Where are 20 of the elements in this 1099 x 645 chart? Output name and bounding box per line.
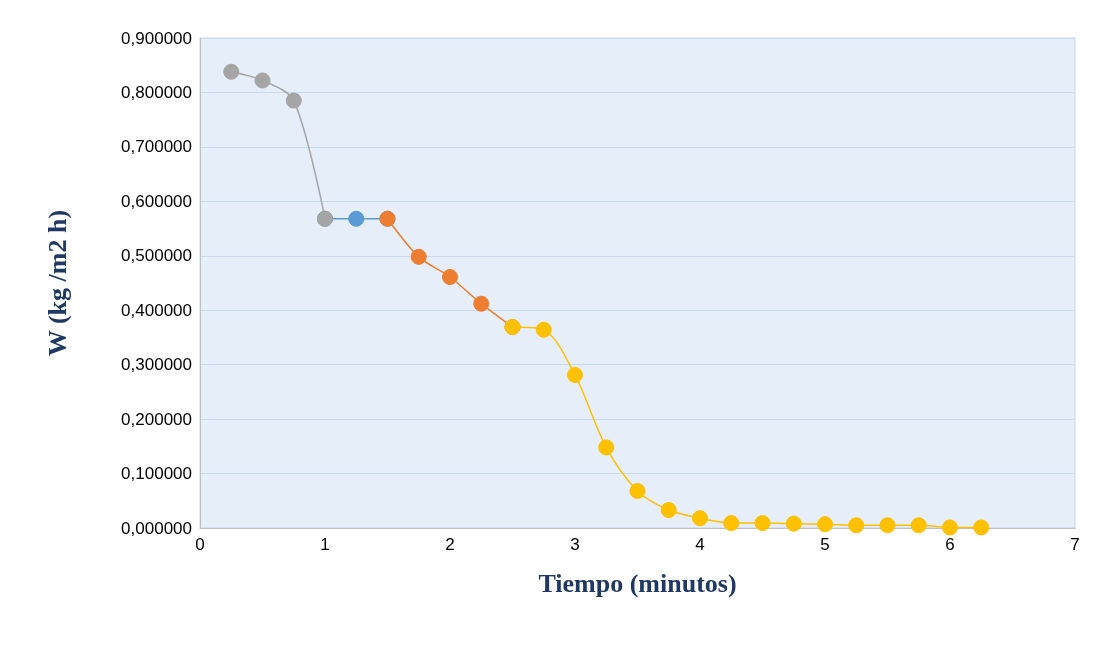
x-axis-title: Tiempo (minutos)	[538, 568, 737, 598]
y-tick-label: 0,900000	[121, 28, 192, 48]
y-tick-label: 0,700000	[121, 137, 192, 157]
y-tick-label: 0,300000	[121, 355, 192, 375]
y-tick-label: 0,200000	[121, 409, 192, 429]
y-tick-label: 0,600000	[121, 191, 192, 211]
y-tick-label: 0,100000	[121, 464, 192, 484]
x-tick-label: 2	[445, 535, 455, 554]
x-tick-label: 5	[820, 535, 830, 554]
x-tick-label: 1	[320, 535, 330, 554]
y-tick-label: 0,000000	[121, 518, 192, 538]
x-tick-label: 7	[1070, 535, 1080, 554]
y-tick-label: 0,800000	[121, 82, 192, 102]
y-tick-label: 0,500000	[121, 246, 192, 266]
x-tick-label: 6	[945, 535, 955, 554]
x-tick-label: 4	[695, 535, 705, 554]
y-tick-label: 0,400000	[121, 300, 192, 320]
x-tick-label: 3	[570, 535, 580, 554]
x-tick-label: 0	[195, 535, 205, 554]
y-axis-title: W (kg /m2 h)	[42, 209, 72, 357]
